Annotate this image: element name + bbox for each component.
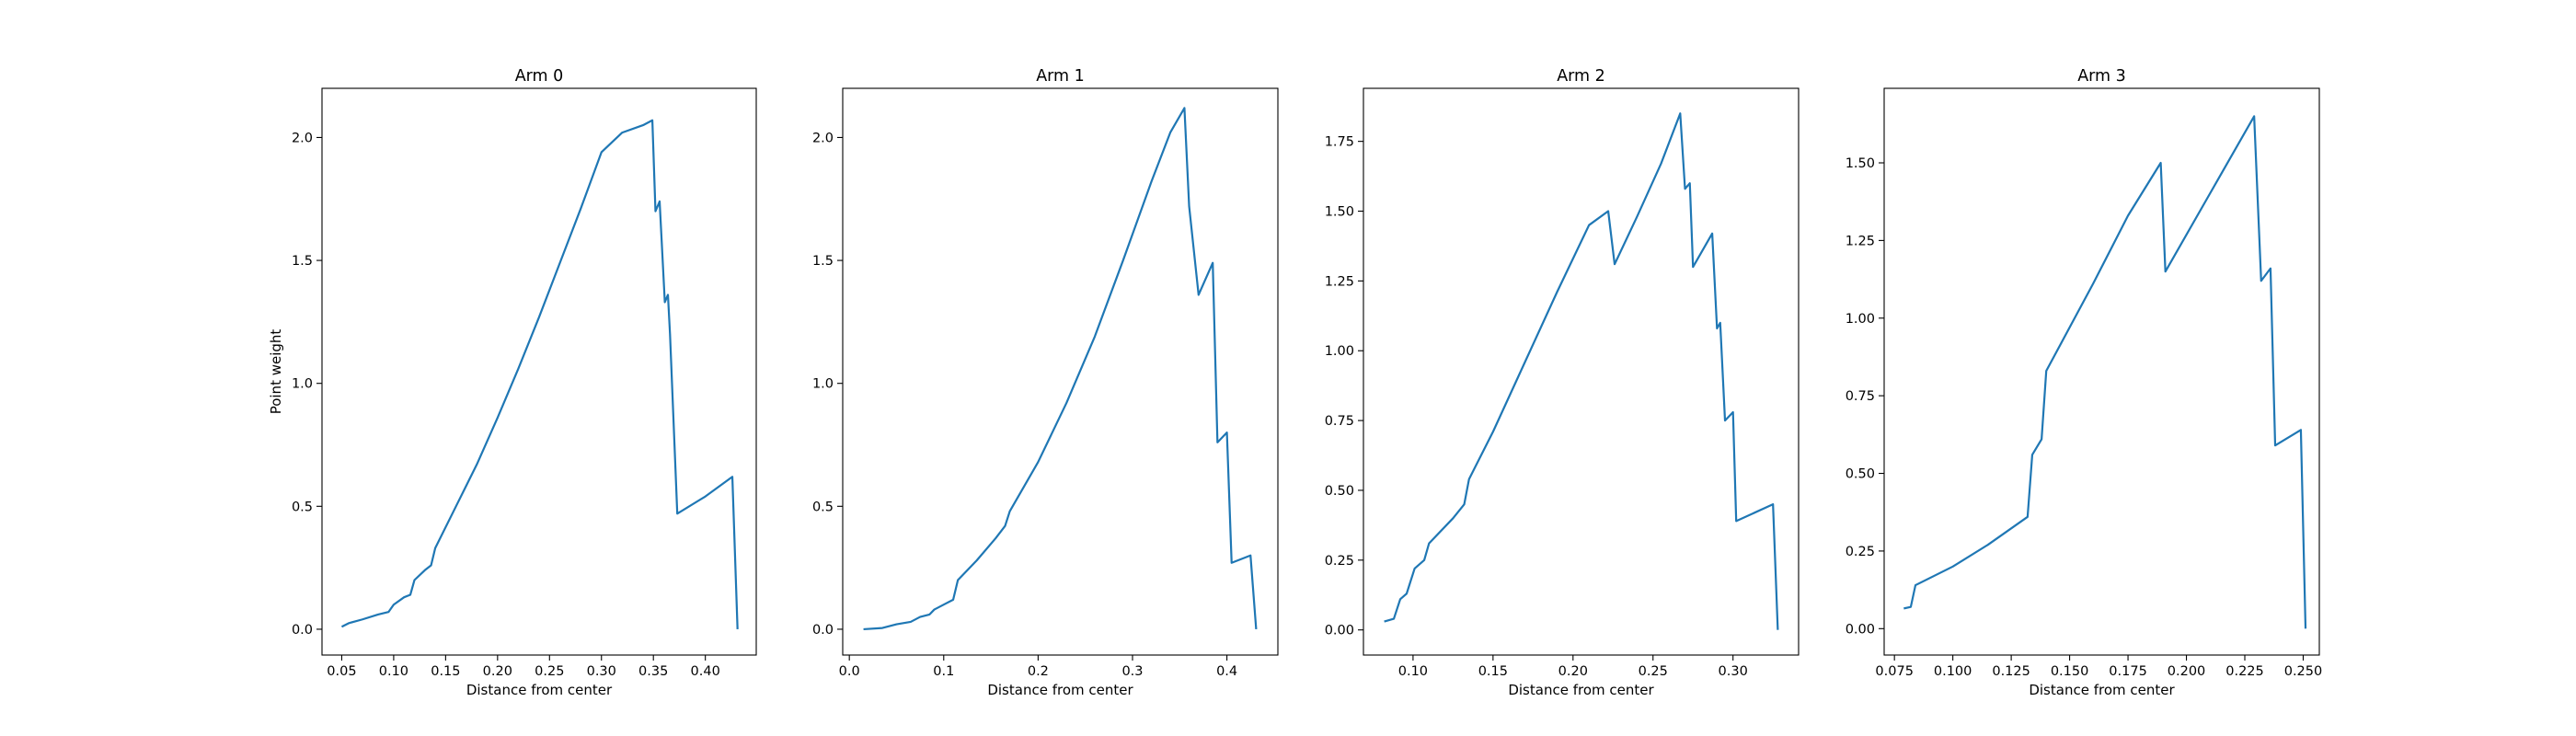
x-tick-label: 0.175: [2109, 664, 2147, 679]
y-tick-label: 1.75: [1325, 135, 1354, 150]
x-tick-label: 0.20: [1558, 664, 1588, 679]
panel-title: Arm 2: [1557, 67, 1605, 86]
panel-title: Arm 3: [2077, 67, 2126, 86]
axes-frame: [842, 87, 1279, 656]
y-tick-label: 2.0: [292, 131, 313, 145]
x-tick-label: 0.05: [327, 664, 356, 679]
axes-frame: [1363, 87, 1800, 656]
x-tick-label: 0.35: [638, 664, 668, 679]
series-line-0: [1903, 115, 2307, 629]
y-tick-label: 1.5: [812, 254, 834, 269]
y-tick-label: 1.0: [292, 377, 313, 392]
y-tick-label: 0.75: [1846, 389, 1875, 404]
x-tick-label: 0.10: [379, 664, 408, 679]
subplot-grid: 0.05 0.10 0.15 0.20 0.25 0.30 0.35 0.40 0.0 0.5 1.…: [268, 67, 2322, 698]
y-tick-label: 1.50: [1325, 205, 1354, 220]
y-axis-label: Point weight: [268, 329, 284, 415]
series-line-0: [340, 119, 739, 629]
x-tick-label: 0.25: [535, 664, 564, 679]
subplot-arm-3: 0.075 0.100 0.125 0.150 0.175 0.200 0.225 0.250…: [1846, 67, 2323, 698]
x-tick-label: 0.1: [933, 664, 954, 679]
x-axis-label: Distance from center: [1508, 682, 1654, 698]
y-tick-label: 0.50: [1325, 484, 1354, 499]
series-line-0: [1384, 112, 1779, 630]
x-tick-label: 0.250: [2284, 664, 2323, 679]
y-tick-label: 1.25: [1325, 274, 1354, 289]
x-axis-label: Distance from center: [466, 682, 613, 698]
x-tick-label: 0.075: [1875, 664, 1914, 679]
y-tick-label: 0.0: [812, 623, 834, 638]
x-tick-label: 0.225: [2225, 664, 2264, 679]
x-tick-label: 0.2: [1028, 664, 1049, 679]
y-tick-label: 0.00: [1325, 624, 1354, 638]
x-tick-label: 0.15: [431, 664, 460, 679]
x-tick-label: 0.0: [839, 664, 860, 679]
x-tick-label: 0.20: [483, 664, 512, 679]
y-tick-label: 0.5: [812, 500, 834, 514]
y-tick-label: 1.0: [812, 377, 834, 392]
axes-frame: [321, 87, 757, 656]
y-tick-label: 1.00: [1325, 344, 1354, 359]
x-axis-label: Distance from center: [987, 682, 1133, 698]
subplot-arm-2: 0.10 0.15 0.20 0.25 0.30 0.00 0.25 0.50 0.75 1.00…: [1325, 67, 1800, 698]
x-tick-label: 0.40: [691, 664, 720, 679]
y-tick-label: 0.0: [292, 623, 313, 638]
x-tick-label: 0.200: [2168, 664, 2206, 679]
y-tick-label: 1.5: [292, 254, 313, 269]
y-tick-label: 1.00: [1846, 312, 1875, 327]
panel-title: Arm 1: [1036, 67, 1085, 86]
y-tick-label: 0.00: [1846, 622, 1875, 637]
x-tick-label: 0.15: [1478, 664, 1508, 679]
series-line-0: [863, 107, 1258, 631]
x-tick-label: 0.125: [1992, 664, 2030, 679]
x-tick-label: 0.30: [587, 664, 616, 679]
x-tick-label: 0.3: [1121, 664, 1143, 679]
x-axis-label: Distance from center: [2029, 682, 2175, 698]
y-tick-label: 0.5: [292, 500, 313, 514]
axes-frame: [1883, 87, 2320, 656]
x-tick-label: 0.4: [1216, 664, 1237, 679]
x-tick-label: 0.30: [1719, 664, 1748, 679]
subplot-arm-1: 0.0 0.1 0.2 0.3 0.4 0.0 0.5 1.0 1.5 2.0 Arm 1 Dista…: [812, 67, 1279, 698]
x-tick-label: 0.150: [2051, 664, 2089, 679]
y-tick-label: 1.25: [1846, 234, 1875, 248]
x-tick-label: 0.25: [1639, 664, 1668, 679]
y-tick-label: 0.50: [1846, 467, 1875, 482]
x-tick-label: 0.100: [1934, 664, 1972, 679]
y-tick-label: 0.25: [1325, 554, 1354, 569]
x-tick-label: 0.10: [1398, 664, 1428, 679]
panel-title: Arm 0: [515, 67, 564, 86]
y-tick-label: 1.50: [1846, 156, 1875, 171]
y-tick-label: 2.0: [812, 131, 834, 145]
y-tick-label: 0.25: [1846, 545, 1875, 559]
y-tick-label: 0.75: [1325, 414, 1354, 429]
subplot-arm-0: 0.05 0.10 0.15 0.20 0.25 0.30 0.35 0.40 0.0 0.5 1.…: [268, 67, 757, 698]
